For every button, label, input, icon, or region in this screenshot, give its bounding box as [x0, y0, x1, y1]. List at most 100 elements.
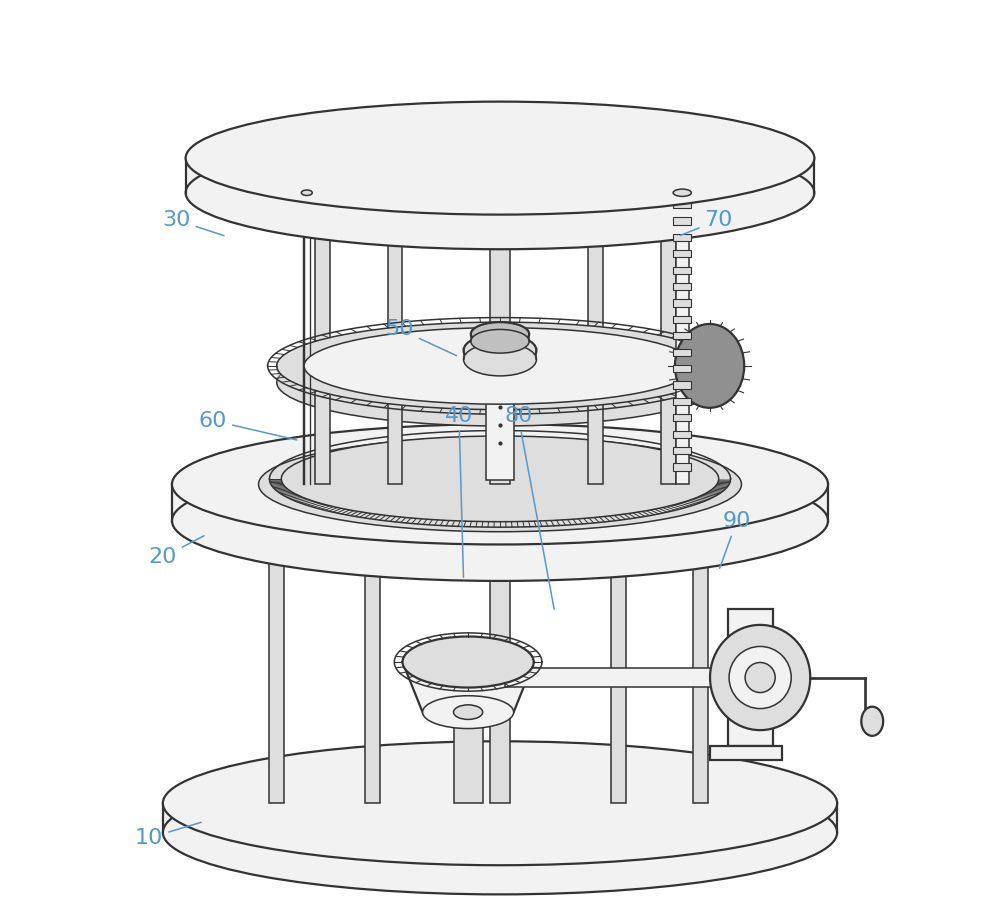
Text: 40: 40: [445, 406, 473, 578]
Polygon shape: [285, 352, 288, 370]
Bar: [673, 332, 691, 339]
Polygon shape: [402, 662, 534, 712]
Polygon shape: [676, 193, 689, 484]
Ellipse shape: [277, 338, 723, 426]
Polygon shape: [715, 354, 717, 372]
Polygon shape: [728, 609, 773, 746]
Polygon shape: [357, 331, 364, 349]
Polygon shape: [661, 193, 676, 484]
Polygon shape: [531, 323, 540, 339]
Polygon shape: [599, 326, 606, 344]
Polygon shape: [386, 327, 394, 345]
Polygon shape: [717, 356, 719, 374]
Text: 90: 90: [720, 511, 751, 569]
Polygon shape: [283, 354, 285, 372]
Polygon shape: [710, 746, 782, 760]
Ellipse shape: [402, 636, 534, 687]
Bar: [673, 447, 691, 454]
Polygon shape: [629, 330, 636, 347]
Bar: [673, 234, 691, 241]
Polygon shape: [668, 337, 674, 355]
Ellipse shape: [301, 190, 312, 196]
Polygon shape: [582, 325, 591, 343]
Polygon shape: [443, 324, 452, 340]
Polygon shape: [478, 323, 487, 339]
Polygon shape: [591, 326, 599, 343]
Ellipse shape: [172, 424, 828, 545]
Ellipse shape: [281, 436, 719, 522]
Polygon shape: [548, 324, 557, 340]
Polygon shape: [685, 341, 690, 359]
Bar: [673, 267, 691, 274]
Polygon shape: [163, 803, 837, 833]
Polygon shape: [490, 193, 510, 484]
Text: 60: 60: [199, 410, 297, 440]
Polygon shape: [588, 193, 603, 484]
Polygon shape: [172, 484, 828, 521]
Polygon shape: [378, 328, 386, 345]
Text: 50: 50: [386, 319, 456, 356]
Polygon shape: [371, 329, 378, 346]
Bar: [673, 300, 691, 307]
Ellipse shape: [454, 705, 483, 719]
Polygon shape: [694, 345, 698, 362]
Ellipse shape: [277, 322, 723, 409]
Polygon shape: [566, 324, 574, 341]
Polygon shape: [332, 335, 338, 354]
Polygon shape: [636, 331, 643, 349]
Bar: [673, 315, 691, 323]
Polygon shape: [281, 356, 283, 374]
Polygon shape: [505, 668, 732, 686]
Polygon shape: [611, 521, 626, 803]
Polygon shape: [656, 335, 662, 352]
Polygon shape: [557, 324, 566, 341]
Polygon shape: [698, 345, 702, 364]
Polygon shape: [306, 343, 310, 361]
Polygon shape: [298, 345, 302, 364]
Bar: [673, 365, 691, 372]
Ellipse shape: [673, 189, 691, 197]
Ellipse shape: [172, 461, 828, 581]
Polygon shape: [338, 335, 344, 352]
Polygon shape: [643, 333, 650, 350]
Ellipse shape: [163, 771, 837, 895]
Polygon shape: [513, 323, 522, 339]
Polygon shape: [674, 338, 680, 356]
Bar: [673, 430, 691, 438]
Polygon shape: [315, 193, 330, 484]
Ellipse shape: [471, 322, 529, 345]
Polygon shape: [719, 357, 720, 376]
Polygon shape: [320, 338, 326, 356]
Polygon shape: [712, 352, 715, 370]
Ellipse shape: [259, 437, 741, 532]
Polygon shape: [315, 340, 320, 357]
Polygon shape: [469, 323, 478, 339]
Polygon shape: [614, 328, 622, 345]
Text: 70: 70: [680, 210, 733, 236]
Polygon shape: [706, 349, 709, 367]
Polygon shape: [486, 361, 514, 480]
Polygon shape: [693, 521, 708, 803]
Ellipse shape: [745, 663, 775, 693]
Bar: [673, 463, 691, 471]
Ellipse shape: [729, 646, 791, 708]
Polygon shape: [702, 347, 706, 366]
Bar: [673, 250, 691, 258]
Polygon shape: [622, 329, 629, 346]
Polygon shape: [294, 347, 298, 366]
Polygon shape: [460, 323, 469, 339]
Ellipse shape: [186, 101, 814, 215]
Bar: [673, 414, 691, 421]
Polygon shape: [302, 345, 306, 362]
Polygon shape: [454, 712, 483, 803]
Polygon shape: [310, 341, 315, 359]
Bar: [673, 218, 691, 225]
Polygon shape: [496, 322, 504, 338]
Text: 30: 30: [162, 210, 224, 236]
Polygon shape: [709, 351, 712, 368]
Polygon shape: [650, 334, 656, 351]
Ellipse shape: [304, 327, 696, 404]
Polygon shape: [388, 193, 402, 484]
Polygon shape: [680, 340, 685, 357]
Text: 80: 80: [504, 406, 554, 609]
